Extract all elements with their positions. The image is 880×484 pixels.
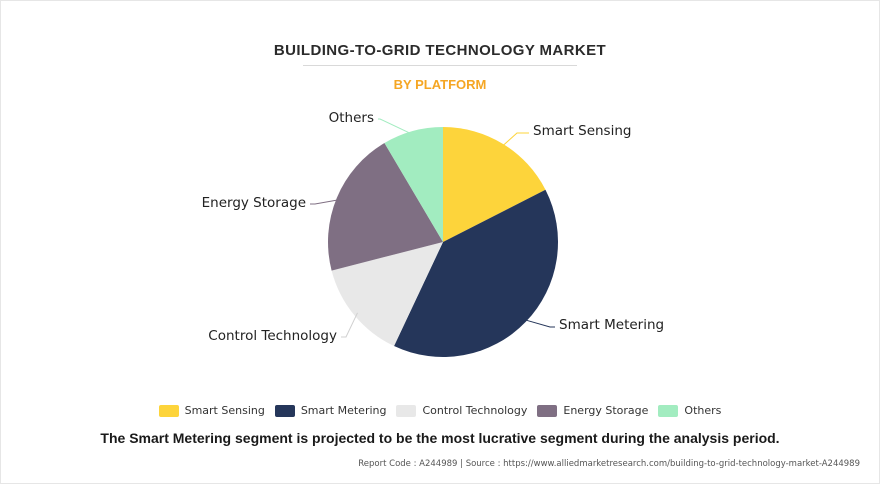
- legend-label: Control Technology: [422, 404, 528, 417]
- chart-footnote: The Smart Metering segment is projected …: [100, 430, 780, 446]
- leader-line: [500, 132, 529, 148]
- pie-slice-control-technology: [331, 242, 443, 347]
- chart-legend: Smart Sensing Smart Metering Control Techn…: [0, 404, 880, 417]
- legend-label: Energy Storage: [563, 404, 649, 417]
- chart-subtitle: BY PLATFORM: [393, 77, 487, 92]
- chart-title: BUILDING-TO-GRID TECHNOLOGY MARKET: [273, 42, 607, 59]
- legend-item: Control Technology: [396, 404, 527, 417]
- pie-slice-smart-sensing: [443, 126, 546, 242]
- title-divider: [303, 65, 577, 66]
- legend-swatch: [658, 404, 679, 417]
- leader-line: [341, 312, 358, 338]
- legend-label: Smart Sensing: [184, 404, 265, 417]
- source-note: Report Code : A244989 | Source : https:/…: [358, 459, 860, 469]
- legend-swatch: [274, 404, 295, 417]
- leader-line: [522, 318, 555, 328]
- pie-slice-smart-metering: [394, 189, 559, 358]
- slice-label: Smart Metering: [559, 317, 664, 333]
- legend-swatch: [396, 404, 417, 417]
- slice-label: Energy Storage: [202, 195, 306, 211]
- legend-swatch: [158, 404, 179, 417]
- pie-chart: Smart Sensing Smart Metering Control Techn…: [202, 110, 664, 358]
- leader-line: [378, 118, 414, 136]
- legend-item: Smart Sensing: [158, 404, 265, 417]
- slice-label: Control Technology: [208, 328, 337, 344]
- legend-label: Smart Metering: [300, 404, 387, 417]
- legend-item: Smart Metering: [274, 404, 387, 417]
- slice-label: Smart Sensing: [533, 123, 631, 139]
- legend-item: Others: [658, 404, 721, 417]
- leader-line: [310, 199, 341, 205]
- legend-item: Energy Storage: [537, 404, 648, 417]
- legend-swatch: [537, 404, 558, 417]
- pie-slice-energy-storage: [327, 143, 443, 271]
- slice-label: Others: [329, 110, 374, 126]
- legend-label: Others: [684, 404, 722, 417]
- pie-slice-others: [384, 127, 443, 242]
